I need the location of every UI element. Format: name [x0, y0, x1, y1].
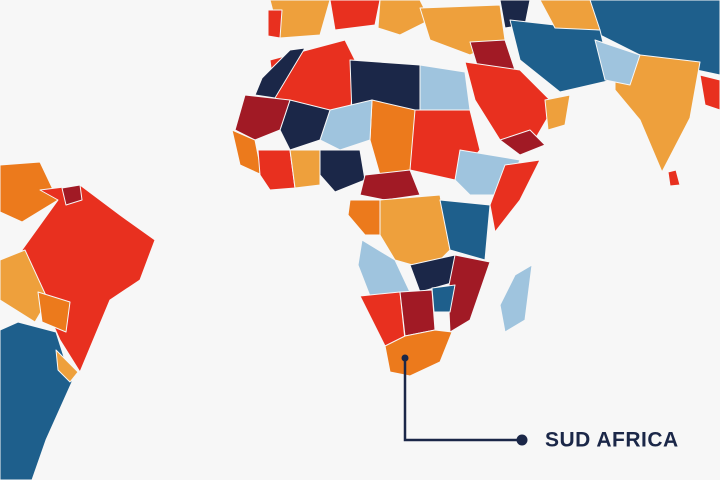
country	[699, 74, 720, 111]
africa	[231, 39, 541, 377]
country	[329, 0, 381, 31]
country	[419, 64, 471, 111]
country	[544, 94, 571, 131]
country	[0, 321, 73, 480]
europe-asia	[267, 0, 720, 187]
country	[431, 284, 456, 313]
country	[61, 184, 83, 206]
south-america	[0, 161, 156, 480]
callout: SUD AFRICA	[401, 354, 679, 452]
country	[234, 94, 291, 141]
country	[499, 264, 533, 333]
country	[289, 149, 321, 189]
country	[257, 149, 296, 191]
country	[539, 0, 601, 31]
country	[37, 291, 71, 333]
country	[254, 47, 306, 99]
country	[55, 349, 79, 383]
country	[399, 289, 436, 337]
country	[594, 39, 641, 86]
country	[614, 51, 701, 173]
country	[489, 159, 541, 233]
country	[347, 199, 381, 236]
country	[359, 169, 421, 201]
country	[267, 9, 283, 39]
country	[369, 99, 416, 176]
south-africa	[384, 329, 453, 377]
country	[377, 0, 431, 36]
callout-dot	[516, 434, 528, 446]
country	[439, 199, 491, 261]
country-label: SUD AFRICA	[545, 429, 679, 452]
country	[447, 254, 491, 333]
callout-line	[403, 358, 522, 442]
country	[499, 129, 546, 156]
country	[667, 169, 681, 187]
country	[0, 161, 59, 223]
